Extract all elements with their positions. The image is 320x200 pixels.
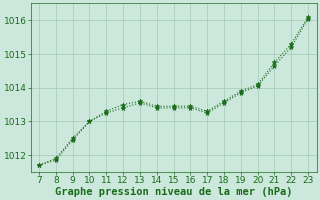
X-axis label: Graphe pression niveau de la mer (hPa): Graphe pression niveau de la mer (hPa) xyxy=(55,186,292,197)
